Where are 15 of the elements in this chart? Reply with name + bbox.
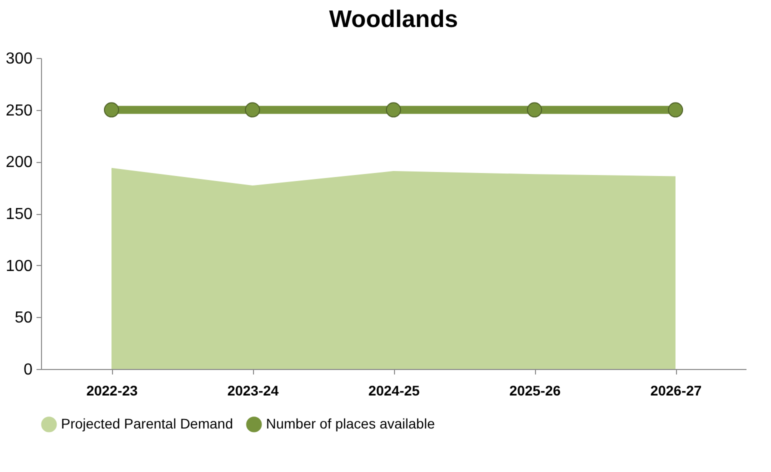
y-tick-label: 100	[6, 258, 33, 275]
y-tick-label: 150	[6, 206, 33, 223]
x-tick-label: 2022-23	[86, 382, 138, 398]
y-tick-label: 300	[6, 50, 33, 68]
y-tick-label: 0	[24, 362, 33, 378]
x-tick-label: 2024-25	[368, 382, 420, 398]
chart-title: Woodlands	[329, 6, 458, 33]
x-tick-label: 2025-26	[509, 382, 561, 398]
y-tick-label: 200	[6, 154, 33, 172]
y-tick-label: 250	[6, 102, 33, 120]
legend-label: Number of places available	[266, 415, 436, 432]
x-tick-label: 2026-27	[650, 382, 702, 398]
legend-label: Projected Parental Demand	[61, 415, 233, 432]
x-tick-label: 2023-24	[227, 382, 279, 398]
y-tick-label: 50	[14, 310, 33, 327]
